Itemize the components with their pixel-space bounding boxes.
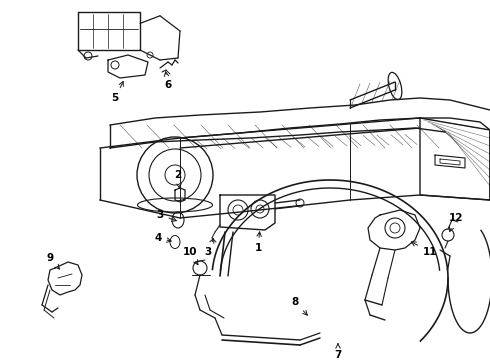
Text: 12: 12 bbox=[449, 213, 463, 231]
Text: 6: 6 bbox=[164, 72, 171, 90]
Text: 10: 10 bbox=[183, 247, 198, 265]
Text: 9: 9 bbox=[47, 253, 59, 269]
Text: 2: 2 bbox=[174, 170, 182, 188]
Text: 4: 4 bbox=[154, 233, 171, 243]
Text: 3: 3 bbox=[204, 239, 214, 257]
Text: 1: 1 bbox=[254, 232, 262, 253]
Text: 8: 8 bbox=[292, 297, 307, 315]
Text: 11: 11 bbox=[412, 242, 437, 257]
Text: 7: 7 bbox=[334, 344, 342, 360]
Text: 3: 3 bbox=[156, 210, 176, 221]
Text: 5: 5 bbox=[111, 81, 123, 103]
